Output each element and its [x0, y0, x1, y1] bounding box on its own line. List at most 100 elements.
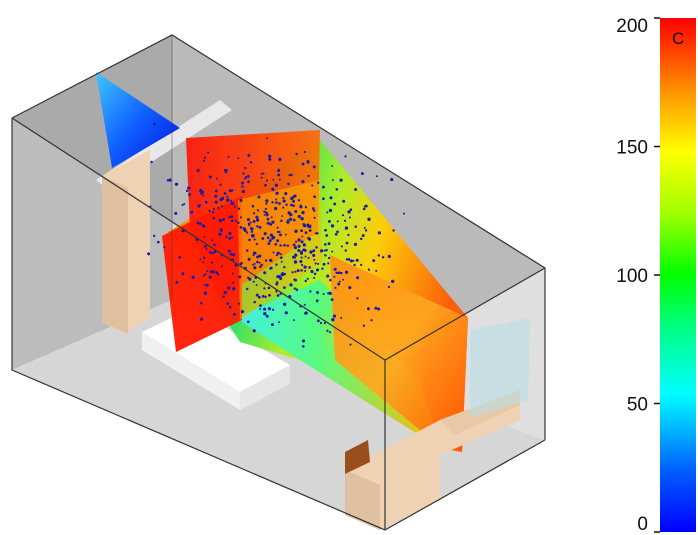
- particle: [309, 250, 313, 254]
- particle: [345, 241, 349, 245]
- particle: [264, 295, 267, 299]
- particle: [262, 172, 265, 175]
- particle: [323, 322, 326, 325]
- particle: [216, 177, 218, 180]
- particle: [239, 198, 243, 202]
- particle: [215, 271, 219, 275]
- particle: [219, 183, 222, 186]
- particle: [266, 179, 269, 182]
- particle: [226, 302, 230, 305]
- particle: [272, 178, 275, 181]
- particle: [244, 176, 248, 179]
- particle: [323, 249, 326, 252]
- particle: [326, 211, 329, 214]
- particle: [304, 270, 307, 272]
- particle: [355, 258, 359, 262]
- particle: [313, 276, 316, 279]
- particle: [265, 213, 269, 217]
- particle: [314, 232, 318, 235]
- particle: [339, 178, 343, 182]
- colorbar-ticks: 200 150 100 50 0: [616, 16, 660, 535]
- particle: [367, 217, 371, 221]
- particle: [300, 250, 303, 254]
- particle: [335, 271, 338, 275]
- temperature-slice-cross-b: [162, 196, 242, 352]
- particle: [345, 258, 349, 261]
- particle: [353, 263, 356, 267]
- particle: [188, 193, 191, 196]
- particle: [289, 203, 293, 207]
- particle: [243, 228, 247, 232]
- particle: [246, 218, 251, 222]
- particle: [266, 221, 270, 225]
- colorbar-tick-label: 0: [637, 514, 648, 535]
- particle: [299, 205, 303, 209]
- particle: [308, 266, 311, 269]
- particle: [303, 151, 306, 153]
- particle: [341, 214, 345, 217]
- colorbar-tick-label: 150: [616, 138, 648, 159]
- particle: [301, 210, 305, 215]
- particle: [203, 244, 207, 248]
- particle: [354, 225, 358, 228]
- particle: [255, 284, 258, 286]
- particle: [349, 259, 354, 263]
- particle: [257, 295, 261, 299]
- particle: [360, 263, 363, 267]
- particle: [313, 272, 317, 276]
- particle: [178, 256, 182, 259]
- particle: [174, 211, 178, 215]
- particle: [347, 233, 350, 237]
- particle: [302, 249, 305, 252]
- particle: [278, 157, 282, 162]
- particle: [265, 202, 268, 205]
- particle: [304, 279, 307, 283]
- particle: [349, 343, 352, 346]
- particle: [269, 267, 272, 270]
- particle: [263, 307, 267, 311]
- particle: [303, 265, 307, 269]
- particle: [344, 270, 349, 274]
- wooden-block-notch: [345, 440, 370, 474]
- particle: [153, 122, 156, 126]
- particle: [264, 259, 268, 262]
- particle: [336, 230, 339, 234]
- particle: [316, 181, 320, 184]
- temperature-slice-wedge: [96, 72, 180, 168]
- particle: [348, 286, 352, 290]
- particle: [302, 345, 305, 348]
- particle: [223, 290, 227, 295]
- particle: [315, 299, 319, 303]
- particle: [230, 236, 234, 239]
- particle: [259, 265, 262, 268]
- particle: [283, 286, 286, 289]
- particle: [381, 256, 385, 259]
- particle: [274, 243, 277, 246]
- particle: [334, 232, 338, 236]
- particle: [328, 291, 332, 296]
- particle: [312, 209, 316, 212]
- particle: [270, 216, 273, 219]
- particle: [273, 206, 278, 211]
- particle-cloud: [147, 122, 406, 348]
- particle: [330, 298, 334, 301]
- particle: [263, 312, 267, 316]
- particle: [303, 303, 306, 306]
- particle: [342, 278, 345, 281]
- particle: [284, 233, 287, 236]
- particle: [332, 314, 336, 318]
- particle: [231, 272, 234, 275]
- particle: [307, 174, 310, 178]
- particle: [327, 256, 331, 260]
- particle: [271, 220, 275, 224]
- particle: [353, 242, 358, 246]
- particle: [328, 331, 332, 334]
- particle: [290, 173, 293, 177]
- particle: [202, 274, 205, 277]
- particle: [278, 233, 282, 237]
- particle: [392, 229, 395, 232]
- particle: [218, 232, 222, 236]
- particle: [360, 172, 364, 176]
- particle: [153, 234, 156, 238]
- particle: [247, 257, 251, 261]
